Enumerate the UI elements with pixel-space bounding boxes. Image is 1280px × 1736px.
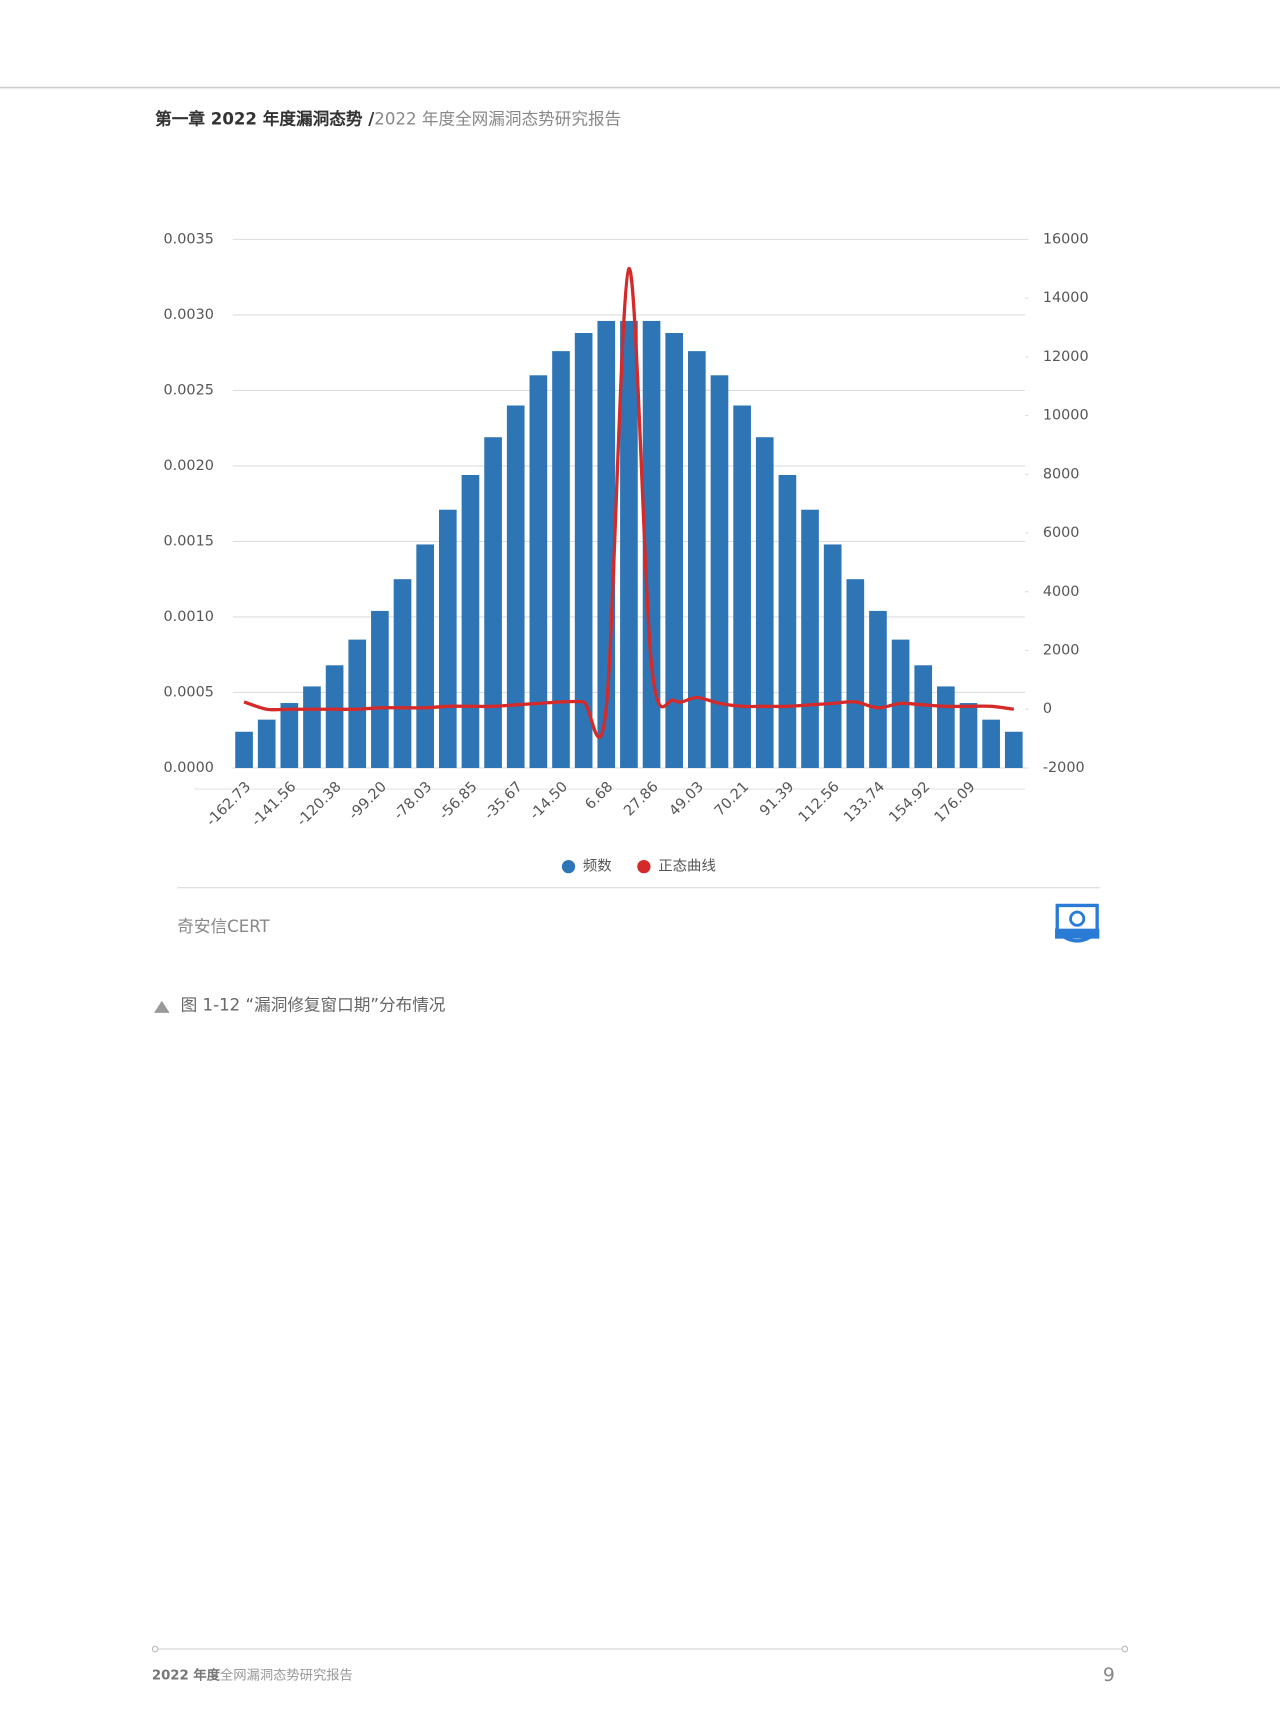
bar — [348, 639, 367, 768]
bar — [959, 703, 978, 768]
bar — [280, 703, 299, 768]
x-tick-label: -141.56 — [249, 779, 300, 830]
bar — [914, 665, 933, 768]
x-tick-label: -99.20 — [346, 779, 390, 823]
bar — [869, 610, 887, 768]
y2-tick-label: 6000 — [1043, 525, 1080, 541]
bar — [710, 375, 729, 768]
x-tick-label: -162.73 — [204, 779, 255, 830]
source: 奇安信CERT — [177, 917, 270, 936]
bar — [461, 474, 480, 768]
bar — [393, 579, 412, 768]
line — [243, 267, 1015, 739]
page-number: 9 — [1103, 1665, 1115, 1686]
bar — [257, 719, 276, 768]
legend-swatch — [561, 859, 576, 874]
bar — [552, 351, 570, 768]
y2-tick-label: 8000 — [1043, 466, 1080, 482]
y-tick-label: 0.0030 — [164, 307, 214, 323]
x-tick-label: -120.38 — [294, 779, 345, 830]
x-tick-label: 112.56 — [796, 779, 843, 826]
header: 第一章 2022 年度漏洞态势 /2022 年度全网漏洞态势研究报告 — [155, 108, 621, 128]
bar — [371, 610, 389, 768]
x-tick-label: 6.68 — [582, 779, 616, 813]
y2-tick-label: 4000 — [1043, 584, 1080, 600]
bar — [529, 375, 548, 768]
bar — [235, 731, 253, 768]
y2-tick-label: 2000 — [1043, 643, 1080, 659]
y2-tick-label: 10000 — [1043, 408, 1089, 424]
y2-tick-label: 14000 — [1043, 290, 1089, 306]
bar — [665, 333, 684, 768]
rule-dot — [151, 1645, 159, 1653]
bar — [755, 437, 774, 768]
bar — [325, 665, 344, 768]
x-tick-label: 133.74 — [841, 779, 888, 826]
caption-marker — [154, 1000, 170, 1013]
x-tick-label: -78.03 — [391, 779, 435, 823]
y-tick-label: 0.0000 — [164, 760, 214, 776]
bar — [1004, 731, 1023, 768]
footer: 2022 年度全网漏洞态势研究报告 — [152, 1667, 353, 1684]
y2-tick-label: 0 — [1043, 701, 1052, 717]
y-tick-label: 0.0035 — [164, 231, 214, 247]
rule-dot — [1121, 1645, 1129, 1653]
bar — [303, 686, 321, 768]
footer-bold: 2022 年度 — [152, 1667, 221, 1684]
bar — [733, 405, 751, 768]
legend-label: 频数 — [583, 858, 612, 875]
y-tick-label: 0.0005 — [164, 684, 214, 700]
x-tick-label: 91.39 — [757, 779, 797, 819]
x-tick-label: 49.03 — [666, 779, 706, 819]
bar — [846, 579, 865, 768]
x-tick-label: 176.09 — [932, 779, 979, 826]
header-chapter: 第一章 2022 年度漏洞态势 / — [155, 108, 375, 128]
footer-text: 全网漏洞态势研究报告 — [220, 1667, 353, 1684]
chart: 0.0000 0.0005 0.0010 0.0015 0.0020 0.0025 0.00… — [164, 231, 1089, 874]
y2-tick-label: 16000 — [1043, 231, 1089, 247]
legend-swatch — [637, 859, 651, 874]
y2-tick-label: -2000 — [1043, 760, 1085, 776]
header-report: 2022 年度全网漏洞态势研究报告 — [374, 109, 621, 128]
y-tick-label: 0.0025 — [164, 382, 214, 398]
bar — [778, 474, 797, 768]
x-tick-label: 27.86 — [621, 779, 661, 819]
bar — [688, 351, 706, 768]
y2-tick-label: 12000 — [1043, 349, 1089, 365]
x-tick-label: -35.67 — [482, 779, 526, 823]
bar — [506, 405, 525, 768]
bar — [574, 333, 593, 768]
bar — [438, 509, 457, 768]
x-tick-label: -56.85 — [436, 779, 480, 823]
bar — [416, 544, 434, 768]
x-tick-label: -14.50 — [527, 779, 571, 823]
bar — [823, 544, 842, 768]
x-tick-label: 70.21 — [712, 779, 752, 819]
y-tick-label: 0.0015 — [164, 533, 214, 549]
x-tick-label: 154.92 — [886, 779, 933, 826]
caption: 图 1-12 “漏洞修复窗口期”分布情况 — [181, 996, 446, 1015]
bar — [801, 509, 819, 768]
bar — [642, 320, 661, 768]
y-tick-label: 0.0010 — [164, 609, 214, 625]
bar — [620, 320, 638, 768]
y-tick-label: 0.0020 — [164, 458, 214, 474]
legend-label: 正态曲线 — [658, 858, 716, 875]
bar — [982, 719, 1000, 768]
bar — [484, 437, 502, 768]
bar — [937, 686, 955, 768]
cert-logo — [1055, 903, 1100, 943]
